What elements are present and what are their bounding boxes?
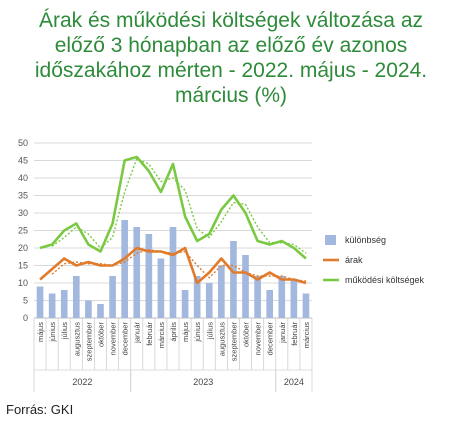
bar-kulonbseg — [145, 234, 153, 318]
x-tick-label: december — [266, 322, 275, 356]
bar-kulonbseg — [85, 300, 92, 318]
x-tick-label: augusztus — [217, 322, 226, 356]
year-label: 2022 — [72, 377, 92, 387]
bar-kulonbseg — [242, 255, 249, 318]
year-label: 2023 — [193, 377, 213, 387]
x-tick-label: május — [181, 322, 190, 342]
x-tick-label: április — [169, 322, 178, 342]
y-tick-label: 15 — [18, 261, 28, 271]
bar-kulonbseg — [36, 286, 44, 318]
series-line — [39, 246, 307, 285]
bar-kulonbseg — [290, 279, 298, 318]
bar-kulonbseg — [218, 265, 225, 318]
x-tick-label: március — [302, 322, 311, 349]
bar-kulonbseg — [278, 276, 286, 318]
bar-kulonbseg — [133, 227, 141, 318]
y-tick-label: 25 — [18, 226, 28, 236]
x-tick-label: augusztus — [72, 322, 81, 356]
x-tick-label: október — [242, 322, 251, 348]
title-line-1: Árak és működési költségek változása az — [38, 9, 424, 32]
y-tick-label: 50 — [18, 138, 28, 148]
y-tick-label: 45 — [18, 156, 28, 166]
bar-kulonbseg — [97, 304, 104, 318]
bar-kulonbseg — [205, 283, 213, 318]
x-tick-label: február — [145, 321, 154, 345]
title-line-2: előző 3 hónapban az előző év azonos — [54, 34, 408, 57]
y-tick-label: 5 — [23, 296, 28, 306]
bar-kulonbseg — [169, 227, 177, 318]
x-tick-label: június — [48, 322, 57, 343]
legend-label: árak — [345, 255, 363, 265]
bar-kulonbseg — [302, 293, 310, 318]
chart-title: Árak és működési költségek változása az … — [0, 8, 462, 108]
y-tick-label: 0 — [23, 313, 28, 323]
bar-kulonbseg — [48, 293, 56, 318]
bar-kulonbseg — [72, 276, 80, 318]
x-tick-label: december — [121, 322, 130, 356]
x-tick-label: november — [254, 322, 263, 356]
bar-kulonbseg — [109, 276, 116, 318]
bar-kulonbseg — [254, 276, 261, 318]
y-tick-label: 40 — [18, 173, 28, 183]
x-tick-label: február — [290, 321, 299, 345]
title-line-4: március (%) — [174, 84, 287, 107]
title-line-3: időszakához mérten - 2022. május - 2024. — [34, 59, 428, 82]
bar-kulonbseg — [157, 258, 165, 318]
y-tick-label: 30 — [18, 208, 28, 218]
legend-label: különbség — [345, 235, 386, 245]
x-tick-label: január — [133, 322, 142, 344]
source-note: Forrás: GKI — [6, 402, 74, 417]
bar-kulonbseg — [266, 290, 274, 318]
x-tick-label: július — [205, 322, 214, 340]
trendline-line — [51, 157, 307, 254]
legend-swatch-bar — [325, 235, 336, 245]
series-line — [39, 155, 307, 260]
x-tick-label: június — [193, 322, 202, 343]
bar-kulonbseg — [60, 290, 68, 318]
bar-kulonbseg — [193, 276, 201, 318]
year-label: 2024 — [284, 377, 304, 387]
bar-kulonbseg — [121, 220, 128, 318]
x-tick-label: szeptember — [229, 322, 238, 362]
bar-kulonbseg — [181, 290, 189, 318]
y-tick-label: 35 — [18, 191, 28, 201]
y-tick-label: 20 — [18, 243, 28, 253]
legend-label: működési költségek — [345, 275, 425, 285]
x-tick-label: május — [36, 322, 45, 342]
y-tick-label: 10 — [18, 278, 28, 288]
x-tick-label: november — [109, 322, 118, 356]
x-tick-label: szeptember — [84, 322, 93, 362]
x-tick-label: január — [278, 322, 287, 344]
x-tick-label: március — [157, 322, 166, 349]
x-tick-label: július — [60, 322, 69, 340]
x-tick-label: október — [96, 322, 105, 348]
bar-kulonbseg — [230, 241, 237, 318]
